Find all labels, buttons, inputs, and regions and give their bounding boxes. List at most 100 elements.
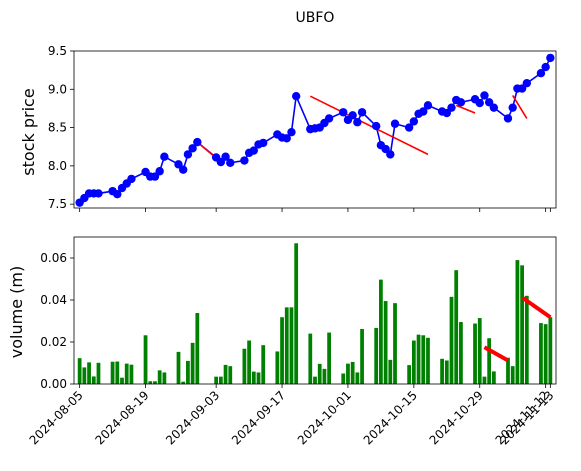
price-point — [291, 91, 301, 101]
volume-bar — [313, 376, 317, 384]
volume-bar — [77, 358, 82, 384]
volume-axes-frame — [73, 236, 557, 385]
volume-trend-line — [483, 345, 509, 363]
price-point — [249, 146, 259, 155]
price-point — [390, 119, 400, 128]
volume-bar — [223, 364, 228, 384]
price-trend-line — [455, 104, 476, 114]
price-point — [503, 114, 513, 123]
price-trend-line — [512, 95, 528, 119]
price-point — [160, 152, 169, 161]
volume-bar — [289, 307, 294, 384]
price-trend-line — [309, 95, 429, 156]
volume-bar — [176, 351, 181, 384]
volume-bar — [487, 338, 492, 384]
price-point — [357, 108, 367, 117]
price-panel: 7.5 8.0 8.5 9.0 9.5 — [48, 44, 557, 212]
x-tick-label: 2024-10-29 — [427, 388, 486, 447]
price-point — [522, 78, 532, 88]
volume-bar — [96, 362, 101, 384]
price-point — [456, 98, 466, 107]
y-tick-label: 0.00 — [40, 377, 67, 391]
volume-bar — [148, 381, 153, 384]
price-point — [226, 158, 235, 168]
price-point — [221, 152, 230, 161]
volume-bar — [440, 358, 444, 384]
volume-bar — [317, 363, 322, 384]
price-point — [508, 103, 517, 112]
volume-bar — [91, 376, 96, 384]
volume-bar — [129, 364, 134, 384]
y-tick-label: 0.06 — [40, 251, 67, 265]
volume-bar — [251, 371, 256, 384]
x-tick-label: 2024-09-17 — [229, 388, 288, 447]
volume-bar — [327, 332, 332, 384]
y-tick-label: 8.5 — [48, 121, 67, 135]
chart-title: UBFO — [296, 10, 335, 26]
price-point — [240, 156, 249, 165]
volume-bar — [242, 348, 247, 384]
price-point — [536, 69, 546, 78]
volume-bar — [426, 337, 430, 384]
volume-bar — [524, 295, 529, 384]
volume-bar — [491, 371, 496, 384]
price-point — [419, 107, 428, 116]
x-tick-label: 2024-11-13 — [497, 388, 556, 447]
volume-bar — [157, 370, 162, 384]
price-point — [259, 138, 268, 148]
price-point — [386, 150, 395, 159]
volume-bar — [247, 340, 251, 384]
volume-bar — [120, 377, 124, 384]
volume-bar — [421, 335, 426, 384]
volume-bar — [195, 313, 200, 384]
volume-bar — [459, 322, 463, 384]
volume-bar — [355, 372, 360, 384]
price-point — [541, 62, 550, 72]
volume-bar — [407, 365, 412, 384]
price-point — [546, 53, 555, 63]
volume-bar — [143, 335, 148, 384]
price-point — [353, 118, 362, 127]
volume-bar — [411, 340, 416, 384]
volume-bar — [341, 373, 346, 384]
price-point — [94, 189, 103, 198]
volume-bar — [374, 327, 379, 384]
volume-bar — [124, 363, 129, 384]
price-point — [193, 137, 202, 147]
price-point — [155, 167, 164, 176]
volume-bar — [543, 324, 548, 384]
price-point — [348, 111, 357, 120]
volume-bar — [280, 317, 284, 384]
volume-bar — [548, 317, 553, 384]
price-point — [127, 174, 136, 184]
x-tick-label: 2024-08-05 — [27, 388, 86, 447]
volume-bar — [416, 334, 421, 384]
volume-bar — [383, 301, 388, 384]
volume-bar — [449, 296, 454, 384]
volume-bar — [444, 360, 449, 384]
volume-bar — [275, 351, 280, 384]
y-tick-label: 0.04 — [40, 293, 67, 307]
volume-bar — [473, 323, 477, 384]
volume-bar — [153, 381, 157, 384]
volume-bar — [506, 357, 510, 384]
price-point — [339, 108, 348, 117]
volume-bar — [379, 279, 383, 384]
y-tick-label: 8.0 — [48, 159, 67, 173]
y-tick-label: 9.0 — [48, 82, 67, 96]
price-point — [489, 103, 499, 112]
price-point — [179, 165, 188, 174]
volume-bar — [477, 318, 482, 384]
volume-bar — [360, 328, 364, 384]
volume-bar — [539, 323, 543, 384]
volume-bar — [308, 333, 313, 384]
volume-bar — [322, 368, 327, 384]
volume-bar — [87, 362, 91, 384]
y-tick-label: 9.5 — [48, 44, 67, 58]
price-point — [324, 114, 334, 123]
price-point — [423, 101, 433, 110]
price-axes-frame — [73, 50, 557, 209]
volume-bar — [110, 361, 115, 384]
volume-bar — [454, 270, 459, 384]
volume-axis-label: volume (m) — [7, 266, 26, 358]
